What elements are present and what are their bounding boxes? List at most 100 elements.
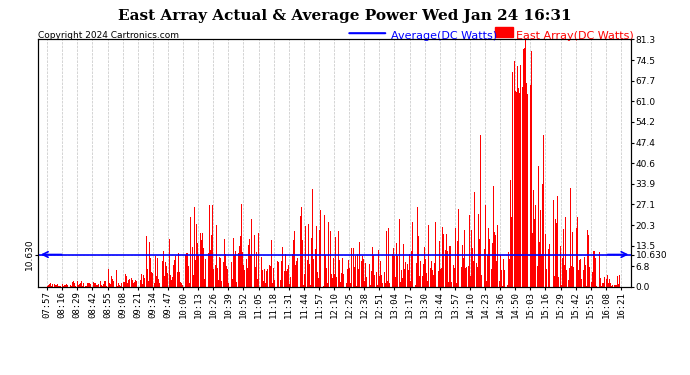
Bar	[620, 286, 622, 287]
Bar	[413, 216, 415, 287]
Bar	[458, 209, 460, 287]
Bar	[148, 281, 149, 287]
Bar	[213, 269, 215, 287]
Bar	[538, 165, 539, 287]
Bar	[473, 261, 474, 287]
Bar	[470, 276, 471, 287]
Bar	[247, 268, 248, 287]
Bar	[594, 251, 595, 287]
Bar	[189, 283, 190, 287]
Bar	[373, 255, 374, 287]
Bar	[289, 284, 290, 287]
Bar	[527, 94, 529, 287]
Bar	[561, 285, 562, 287]
Bar	[349, 268, 350, 287]
Bar	[351, 248, 353, 287]
Bar	[563, 229, 564, 287]
Bar	[319, 230, 320, 287]
Bar	[495, 27, 513, 37]
Bar	[401, 270, 402, 287]
Bar	[266, 272, 267, 287]
Bar	[121, 283, 122, 287]
Bar	[532, 233, 533, 287]
Bar	[306, 260, 308, 287]
Bar	[564, 265, 565, 287]
Bar	[456, 283, 457, 287]
Bar	[117, 286, 118, 287]
Bar	[166, 266, 167, 287]
Bar	[562, 258, 563, 287]
Bar	[295, 265, 296, 287]
Bar	[141, 274, 142, 287]
Bar	[217, 268, 218, 287]
Bar	[500, 255, 501, 287]
Bar	[601, 286, 602, 287]
Bar	[380, 261, 381, 287]
Bar	[506, 285, 508, 287]
Bar	[187, 253, 188, 287]
Bar	[118, 283, 119, 287]
Bar	[206, 268, 208, 287]
Bar	[185, 255, 186, 287]
Bar	[316, 226, 317, 287]
Bar	[409, 254, 410, 287]
Bar	[262, 270, 263, 287]
Bar	[533, 190, 534, 287]
Bar	[454, 268, 455, 287]
Bar	[394, 256, 395, 287]
Bar	[186, 252, 187, 287]
Bar	[310, 285, 311, 287]
Bar	[95, 283, 96, 287]
Bar	[344, 276, 346, 287]
Bar	[290, 277, 291, 287]
Bar	[548, 249, 549, 287]
Bar	[577, 217, 578, 287]
Bar	[573, 267, 574, 287]
Bar	[497, 225, 498, 287]
Bar	[102, 286, 103, 287]
Bar	[427, 281, 428, 287]
Bar	[333, 258, 334, 287]
Bar	[293, 240, 294, 287]
Bar	[494, 232, 495, 287]
Bar	[318, 278, 319, 287]
Bar	[124, 282, 125, 287]
Bar	[582, 270, 584, 287]
Bar	[535, 205, 536, 287]
Bar	[241, 204, 242, 287]
Bar	[126, 276, 127, 287]
Bar	[468, 266, 469, 287]
Bar	[286, 271, 287, 287]
Bar	[78, 285, 79, 287]
Bar	[75, 285, 77, 287]
Bar	[58, 286, 59, 287]
Bar	[328, 222, 329, 287]
Text: East Array(DC Watts): East Array(DC Watts)	[515, 31, 633, 41]
Bar	[356, 286, 357, 287]
Bar	[254, 235, 255, 287]
Bar	[565, 217, 566, 287]
Bar	[233, 238, 234, 287]
Bar	[142, 284, 143, 287]
Bar	[437, 272, 439, 287]
Bar	[119, 285, 120, 287]
Bar	[486, 281, 487, 287]
Bar	[337, 231, 339, 287]
Bar	[294, 231, 295, 287]
Bar	[520, 65, 522, 287]
Bar	[370, 285, 371, 287]
Bar	[442, 227, 443, 287]
Bar	[341, 273, 342, 287]
Bar	[404, 270, 405, 287]
Bar	[399, 219, 400, 287]
Bar	[372, 247, 373, 287]
Bar	[109, 284, 110, 287]
Bar	[531, 51, 532, 287]
Bar	[193, 274, 194, 287]
Bar	[211, 235, 212, 287]
Bar	[73, 281, 74, 287]
Bar	[151, 272, 152, 287]
Bar	[587, 230, 588, 287]
Bar	[251, 219, 253, 287]
Bar	[478, 214, 479, 287]
